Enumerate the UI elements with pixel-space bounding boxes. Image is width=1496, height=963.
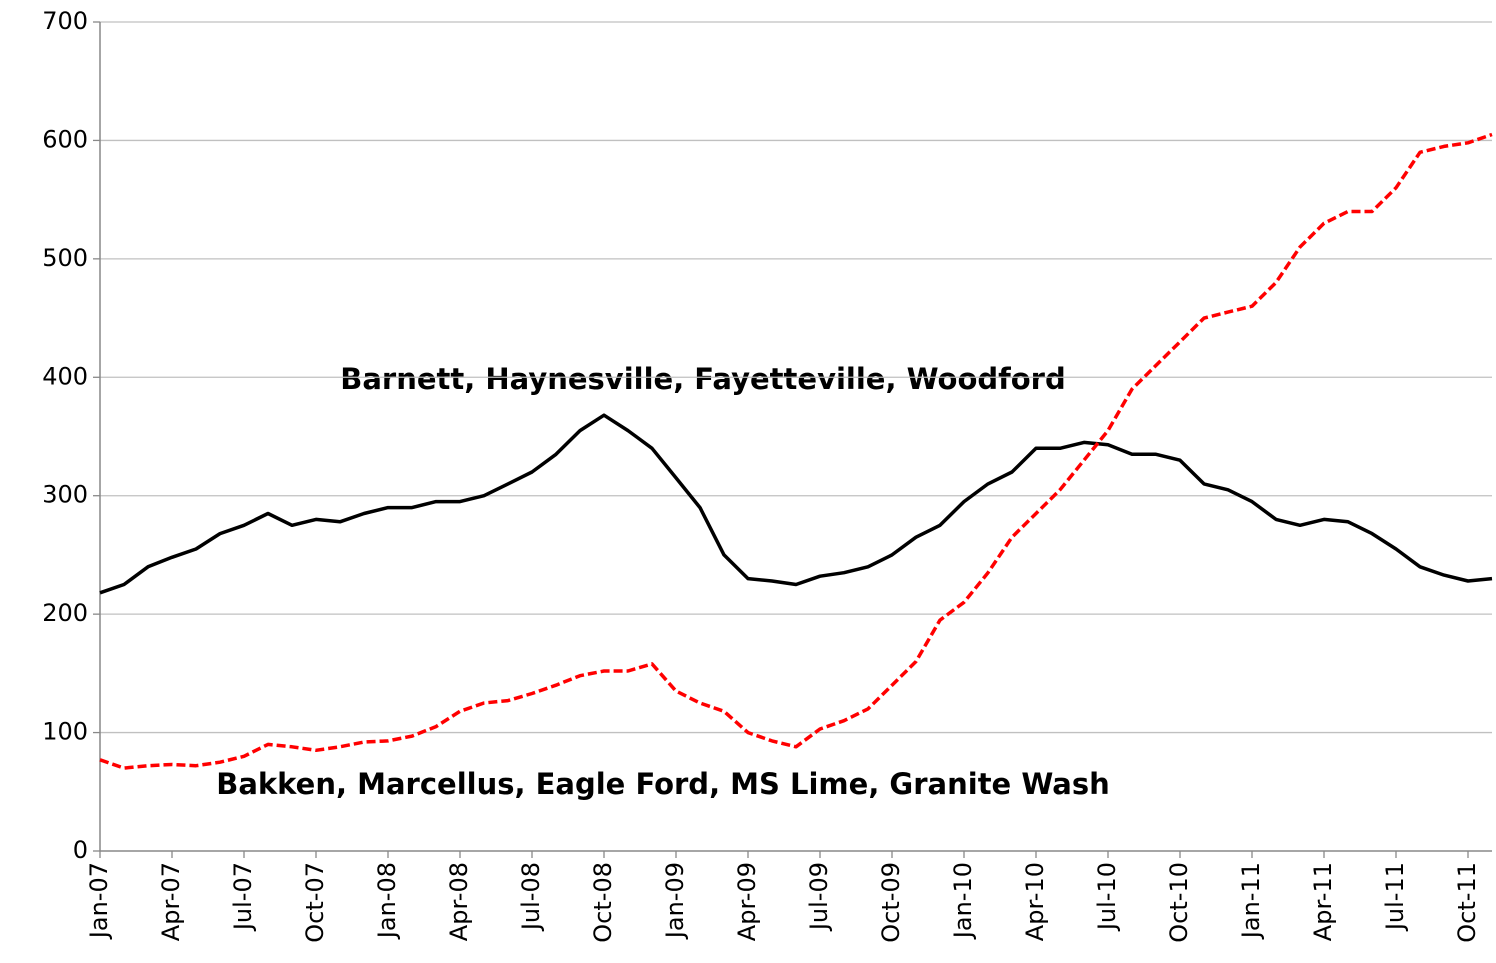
x-tick-label: Jul-11 [1381, 862, 1409, 932]
series-line [99, 413, 1493, 595]
x-tick-label: Apr-11 [1309, 862, 1337, 941]
x-tick-label: Jul-09 [805, 862, 833, 932]
x-tick-label: Jul-10 [1093, 862, 1121, 932]
x-tick-label: Oct-08 [589, 862, 617, 943]
y-tick-label: 300 [42, 481, 88, 509]
x-tick-label: Apr-07 [157, 862, 185, 941]
x-tick-label: Jan-07 [85, 862, 113, 940]
x-tick-label: Apr-10 [1021, 862, 1049, 941]
annotation: Barnett, Haynesville, Fayetteville, Wood… [340, 362, 1065, 396]
x-tick-label: Oct-10 [1165, 862, 1193, 943]
x-tick-label: Apr-09 [733, 862, 761, 941]
y-tick-label: 0 [73, 836, 88, 864]
x-tick-label: Jan-09 [661, 862, 689, 940]
x-tick-label: Oct-07 [301, 862, 329, 943]
annotation: Bakken, Marcellus, Eagle Ford, MS Lime, … [216, 767, 1110, 801]
x-tick-label: Oct-09 [877, 862, 905, 943]
y-tick-label: 700 [42, 7, 88, 35]
x-tick-label: Oct-11 [1453, 862, 1481, 943]
x-tick-label: Jan-08 [373, 862, 401, 940]
x-tick-label: Jul-08 [517, 862, 545, 932]
y-tick-label: 500 [42, 244, 88, 272]
x-tick-label: Jan-10 [949, 862, 977, 940]
x-tick-label: Jan-11 [1237, 862, 1265, 940]
y-tick-label: 100 [42, 718, 88, 746]
y-tick-label: 600 [42, 125, 88, 153]
x-tick-label: Jul-07 [229, 862, 257, 932]
y-tick-label: 400 [42, 362, 88, 390]
series-line [99, 132, 1493, 770]
y-tick-label: 200 [42, 599, 88, 627]
x-tick-label: Apr-08 [445, 862, 473, 941]
